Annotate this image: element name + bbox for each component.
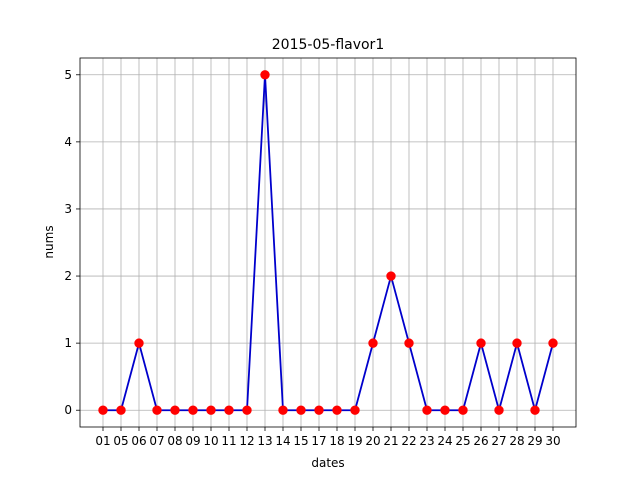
x-tick-label: 17 [311,434,326,448]
x-tick-label: 24 [437,434,452,448]
y-tick-label: 4 [64,135,72,149]
x-axis-label: dates [311,456,344,470]
y-tick-label: 1 [64,336,72,350]
y-axis-label: nums [42,225,56,258]
x-tick-label: 06 [131,434,146,448]
data-point [512,338,522,348]
data-point [188,405,198,415]
data-point [206,405,216,415]
x-tick-label: 26 [473,434,488,448]
data-point [404,338,414,348]
chart-title: 2015-05-flavor1 [272,37,384,53]
data-point [134,338,144,348]
axes: 01 05 06 07 08 09 10 11 12 13 14 15 17 18 19 20 21 22 23 24… [64,57,577,448]
x-tick-label: 08 [167,434,182,448]
x-tick-label: 05 [113,434,128,448]
x-tick-label: 15 [293,434,308,448]
data-point [368,338,378,348]
y-tick-label: 0 [64,403,72,417]
data-point [386,271,396,281]
data-point [170,405,180,415]
data-point [476,338,486,348]
data-point [548,338,558,348]
data-point [260,70,270,80]
x-tick-label: 07 [149,434,164,448]
x-tick-label: 28 [509,434,524,448]
data-point [314,405,324,415]
data-point [350,405,360,415]
x-tick-label: 27 [491,434,506,448]
data-point [224,405,234,415]
y-tick-label: 5 [64,68,72,82]
x-tick-label: 13 [257,434,272,448]
data-point [332,405,342,415]
x-tick-label: 11 [221,434,236,448]
data-point [440,405,450,415]
series-layer [98,70,558,415]
grid [80,58,576,427]
y-tick-label: 3 [64,202,72,216]
x-tick-label: 19 [347,434,362,448]
x-tick-label: 29 [527,434,542,448]
x-tick-label: 10 [203,434,218,448]
data-point [530,405,540,415]
x-tick-label: 18 [329,434,344,448]
x-tick-label: 14 [275,434,290,448]
x-tick-label: 22 [401,434,416,448]
x-tick-label: 09 [185,434,200,448]
x-tick-label: 30 [545,434,560,448]
plot-frame [79,57,577,428]
data-point [152,405,162,415]
y-tick-label: 2 [64,269,72,283]
data-point [242,405,252,415]
x-tick-label: 23 [419,434,434,448]
x-tick-label: 01 [95,434,110,448]
data-point [278,405,288,415]
data-point [296,405,306,415]
x-tick-label: 21 [383,434,398,448]
x-tick-label: 12 [239,434,254,448]
data-point [116,405,126,415]
data-point [422,405,432,415]
x-tick-label: 25 [455,434,470,448]
x-tick-label: 20 [365,434,380,448]
data-point [494,405,504,415]
data-point [458,405,468,415]
data-point [98,405,108,415]
